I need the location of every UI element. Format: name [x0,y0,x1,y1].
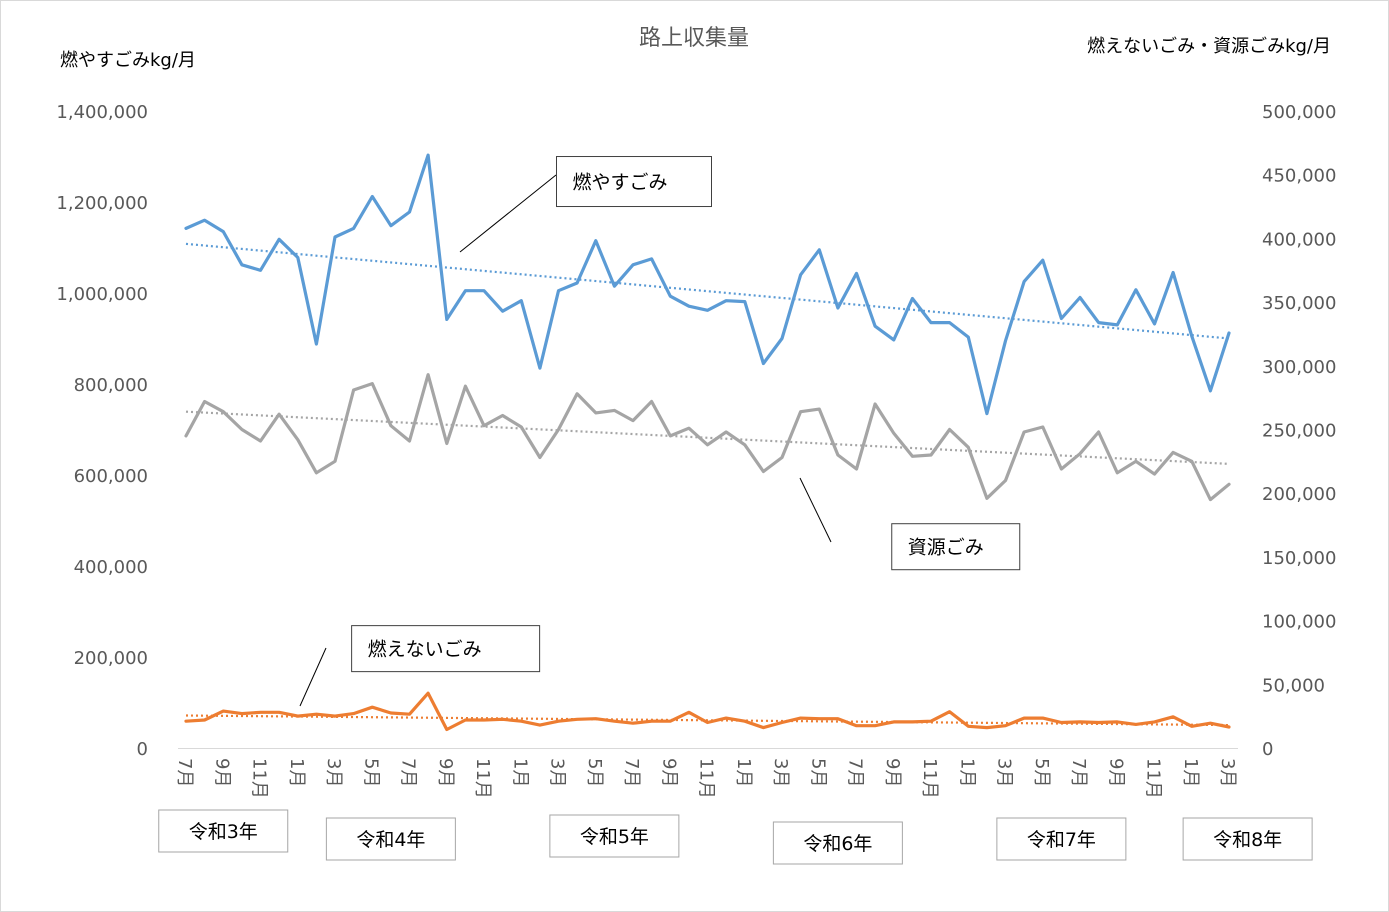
x-tick-label: 11月 [696,758,717,799]
x-tick-label: 9月 [1105,758,1126,787]
left-tick-label: 1,000,000 [56,284,148,305]
x-tick-label: 9月 [882,758,903,787]
x-tick-label: 1月 [286,758,307,787]
left-tick-label: 0 [137,739,148,760]
x-tick-label: 5月 [360,758,381,787]
year-label: 令和3年 [189,821,258,843]
x-tick-label: 3月 [770,758,791,787]
right-axis-title: 燃えないごみ・資源ごみkg/月 [1087,36,1331,57]
left-tick-label: 600,000 [74,466,148,487]
x-tick-label: 7月 [1068,758,1089,787]
year-label: 令和4年 [356,829,425,851]
trendline [185,714,1230,727]
x-tick-label: 9月 [658,758,679,787]
x-tick-label: 11月 [919,758,940,799]
year-label-box [1182,817,1313,861]
callout-box [891,523,1021,571]
year-label: 令和8年 [1213,829,1282,851]
callout-leader-line [799,477,832,543]
callout-box [556,156,712,208]
year-labels: 令和3年 令和4年 令和5年 令和6年 令和7年 令和8年 [158,809,1313,865]
x-tick-label: 7月 [621,758,642,787]
series-name-label: 資源ごみ [908,537,984,559]
x-tick-label: 7月 [398,758,419,787]
x-tick-label: 1月 [509,758,530,787]
right-axis-ticks: 0 50,000 100,000 150,000 200,000 250,000 300,0… [1262,102,1336,760]
series-name-label: 燃えないごみ [368,639,482,661]
left-tick-label: 1,200,000 [56,193,148,214]
year-label-box [549,814,680,858]
chart-title: 路上収集量 [639,26,749,51]
right-tick-label: 350,000 [1262,293,1336,314]
series-name-label: 燃やすごみ [573,172,668,194]
year-label: 令和7年 [1027,829,1096,851]
left-tick-label: 400,000 [74,557,148,578]
x-tick-label: 9月 [435,758,456,787]
x-tick-label: 7月 [174,758,195,787]
x-tick-label: 1月 [733,758,754,787]
right-tick-label: 300,000 [1262,357,1336,378]
right-tick-label: 400,000 [1262,229,1336,250]
x-tick-label: 7月 [845,758,866,787]
series-line [184,153,1231,416]
x-tick-label: 5月 [584,758,605,787]
x-tick-label: 11月 [1143,758,1164,799]
x-tick-label: 1月 [956,758,977,787]
x-tick-label: 3月 [1217,758,1238,787]
right-tick-label: 500,000 [1262,102,1336,123]
x-tick-label: 9月 [211,758,232,787]
left-axis-title: 燃やすごみkg/月 [60,50,196,71]
right-tick-label: 50,000 [1262,675,1325,696]
right-tick-label: 150,000 [1262,548,1336,569]
left-tick-label: 1,400,000 [56,102,148,123]
right-tick-label: 450,000 [1262,166,1336,187]
year-label: 令和5年 [580,826,649,848]
series-line [184,373,1231,502]
x-axis-ticks: 7月 9月 11月 1月 3月 5月 7月 9月 11月 1月 3月 5月 7月 9月 11月 1月 3月 5月 7… [174,758,1238,799]
year-label: 令和6年 [803,833,872,855]
year-label-box [996,817,1127,861]
right-tick-label: 250,000 [1262,421,1336,442]
x-tick-label: 3月 [323,758,344,787]
x-tick-label: 1月 [1180,758,1201,787]
x-tick-label: 3月 [994,758,1015,787]
x-tick-label: 3月 [547,758,568,787]
callout-leader-line [459,174,557,253]
right-tick-label: 200,000 [1262,484,1336,505]
x-tick-label: 5月 [807,758,828,787]
callout-box [351,625,541,673]
x-tick-label: 11月 [249,758,270,799]
callout-leader-line [299,647,327,707]
year-label-box [158,809,289,853]
series-line [184,691,1231,732]
year-label-box [325,817,456,861]
left-tick-label: 200,000 [74,648,148,669]
x-tick-label: 5月 [1031,758,1052,787]
x-tick-label: 11月 [472,758,493,799]
left-axis-ticks: 0 200,000 400,000 600,000 800,000 1,000,000 1,… [56,102,148,760]
right-tick-label: 0 [1262,739,1273,760]
series-lines [184,153,1231,732]
year-label-box [772,821,903,865]
left-tick-label: 800,000 [74,375,148,396]
right-tick-label: 100,000 [1262,612,1336,633]
